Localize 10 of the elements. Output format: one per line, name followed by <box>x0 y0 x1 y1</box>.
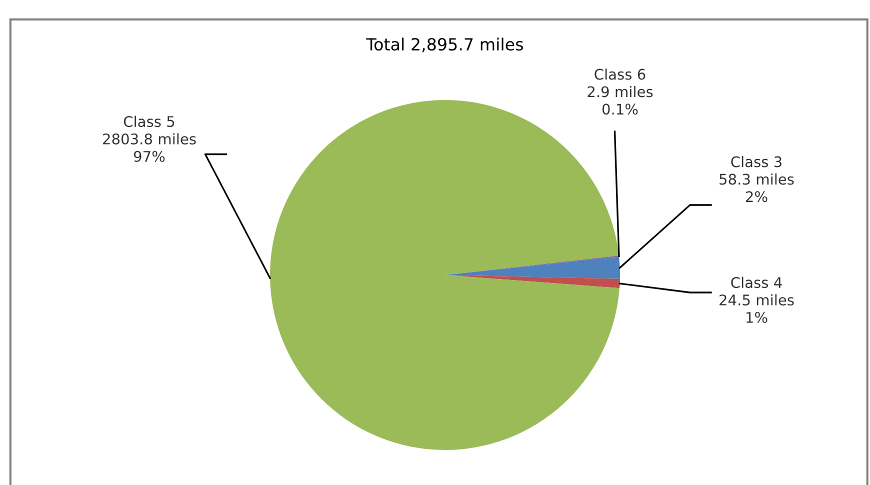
slice-label: Class 6 <box>594 68 646 80</box>
chart-title: Total 2,895.7 miles <box>366 38 523 52</box>
data-label: 58.3 miles 2% <box>720 173 794 202</box>
data-label: 24.5 miles 1% <box>720 294 794 323</box>
slice-label: Class 3 <box>731 156 782 168</box>
slice-label: Class 4 <box>731 276 782 288</box>
slice-label: Class 5 <box>124 116 174 128</box>
data-label: 2.9 miles 0.1% <box>588 86 653 115</box>
data-label: 2803.8 miles 97% <box>103 133 196 162</box>
pie-slice <box>445 256 620 279</box>
